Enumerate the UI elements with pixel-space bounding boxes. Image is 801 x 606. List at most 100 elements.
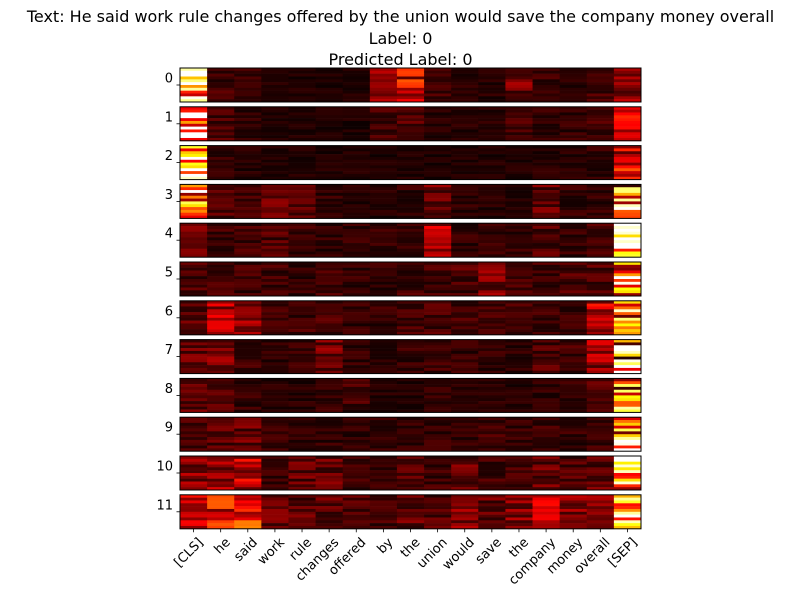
heatmap-cell bbox=[234, 240, 262, 244]
heatmap-cell bbox=[261, 386, 289, 391]
heatmap-cell bbox=[559, 171, 588, 175]
heatmap-cell bbox=[424, 201, 452, 205]
heatmap-cell bbox=[586, 503, 615, 507]
heatmap-cell bbox=[424, 439, 452, 443]
heatmap-cell bbox=[478, 359, 506, 363]
heatmap-cell bbox=[478, 386, 506, 391]
heatmap-cell bbox=[342, 350, 371, 355]
heatmap-cell bbox=[234, 215, 262, 219]
heatmap-cell bbox=[315, 264, 344, 268]
heatmap-cell bbox=[342, 162, 371, 166]
heatmap-cell bbox=[505, 339, 533, 343]
heatmap-cell bbox=[559, 126, 588, 130]
heatmap-cell bbox=[613, 323, 642, 327]
heatmap-cell bbox=[505, 106, 533, 110]
heatmap-cell bbox=[234, 207, 262, 211]
heatmap-cell bbox=[207, 82, 235, 86]
heatmap-cell bbox=[396, 99, 425, 103]
heatmap-cell bbox=[451, 215, 479, 219]
heatmap-cell bbox=[369, 231, 398, 235]
heatmap-cell bbox=[207, 207, 235, 211]
heatmap-cell bbox=[478, 523, 506, 527]
heatmap-cell bbox=[207, 317, 235, 321]
heatmap-cell bbox=[261, 456, 289, 460]
heatmap-cell bbox=[207, 473, 235, 477]
heatmap-cell bbox=[559, 362, 588, 366]
heatmap-cell bbox=[261, 461, 289, 465]
heatmap-cell bbox=[505, 190, 533, 194]
heatmap-cell bbox=[613, 109, 642, 113]
heatmap-cell bbox=[369, 389, 398, 393]
heatmap-cell bbox=[424, 126, 452, 130]
heatmap-cell bbox=[234, 497, 262, 501]
heatmap-cell bbox=[261, 290, 289, 294]
heatmap-cell bbox=[261, 251, 289, 255]
heatmap-cell bbox=[613, 228, 642, 232]
heatmap-cell bbox=[207, 331, 235, 336]
heatmap-cell bbox=[180, 362, 208, 366]
heatmap-cell bbox=[369, 293, 398, 297]
heatmap-cell bbox=[261, 467, 289, 471]
heatmap-cell bbox=[396, 320, 425, 324]
heatmap-cell bbox=[315, 306, 344, 310]
heatmap-cell bbox=[288, 145, 316, 149]
heatmap-cell bbox=[207, 395, 235, 399]
heatmap-cell bbox=[505, 481, 533, 485]
heatmap-cell bbox=[586, 473, 615, 477]
heatmap-cell bbox=[396, 506, 425, 510]
heatmap-cell bbox=[288, 76, 316, 80]
heatmap-cell bbox=[478, 317, 506, 321]
heatmap-cell bbox=[315, 228, 344, 232]
heatmap-cell bbox=[559, 148, 588, 152]
heatmap-cell bbox=[261, 135, 289, 139]
heatmap-cell bbox=[586, 339, 615, 343]
heatmap-cell bbox=[315, 267, 344, 271]
heatmap-cell bbox=[396, 106, 425, 110]
heatmap-cell bbox=[180, 326, 208, 330]
heatmap-cell bbox=[478, 448, 506, 452]
heatmap-cell bbox=[288, 503, 316, 507]
heatmap-cell bbox=[342, 115, 371, 119]
heatmap-cell bbox=[559, 287, 588, 291]
heatmap-cell bbox=[424, 317, 452, 321]
heatmap-cell bbox=[505, 475, 533, 479]
heatmap-cell bbox=[234, 96, 262, 100]
heatmap-cell bbox=[180, 251, 208, 255]
heatmap-cell bbox=[369, 448, 398, 452]
heatmap-cell bbox=[478, 154, 506, 158]
heatmap-cell bbox=[315, 171, 344, 175]
heatmap-cell bbox=[532, 425, 561, 429]
heatmap-cell bbox=[315, 367, 344, 372]
heatmap-cell bbox=[342, 212, 371, 216]
heatmap-cell bbox=[234, 320, 262, 324]
heatmap-cell bbox=[505, 159, 533, 163]
heatmap-cell bbox=[207, 500, 235, 504]
heatmap-cell bbox=[396, 345, 425, 349]
heatmap-cell bbox=[234, 367, 262, 372]
heatmap-cell bbox=[451, 270, 479, 274]
heatmap-cell bbox=[586, 237, 615, 241]
heatmap-cell bbox=[369, 96, 398, 100]
heatmap-cell bbox=[207, 76, 235, 80]
heatmap-cell bbox=[180, 409, 208, 413]
heatmap-cell bbox=[315, 187, 344, 191]
heatmap-cell bbox=[288, 109, 316, 113]
heatmap-cell bbox=[288, 392, 316, 396]
heatmap-cell bbox=[180, 126, 208, 130]
heatmap-cell bbox=[342, 312, 371, 316]
heatmap-cell bbox=[207, 137, 235, 142]
heatmap-cell bbox=[613, 281, 642, 285]
heatmap-cell bbox=[288, 342, 316, 346]
heatmap-cell bbox=[288, 406, 316, 410]
heatmap-cell bbox=[315, 279, 344, 283]
heatmap-cell bbox=[396, 215, 425, 219]
heatmap-cell bbox=[315, 514, 344, 518]
heatmap-cell bbox=[478, 187, 506, 191]
heatmap-cell bbox=[586, 389, 615, 393]
heatmap-cell bbox=[559, 470, 588, 474]
heatmap-cell bbox=[396, 73, 425, 77]
heatmap-cell bbox=[559, 381, 588, 385]
heatmap-cell bbox=[234, 99, 262, 103]
heatmap-cell bbox=[180, 484, 208, 488]
heatmap-cell bbox=[369, 284, 398, 288]
